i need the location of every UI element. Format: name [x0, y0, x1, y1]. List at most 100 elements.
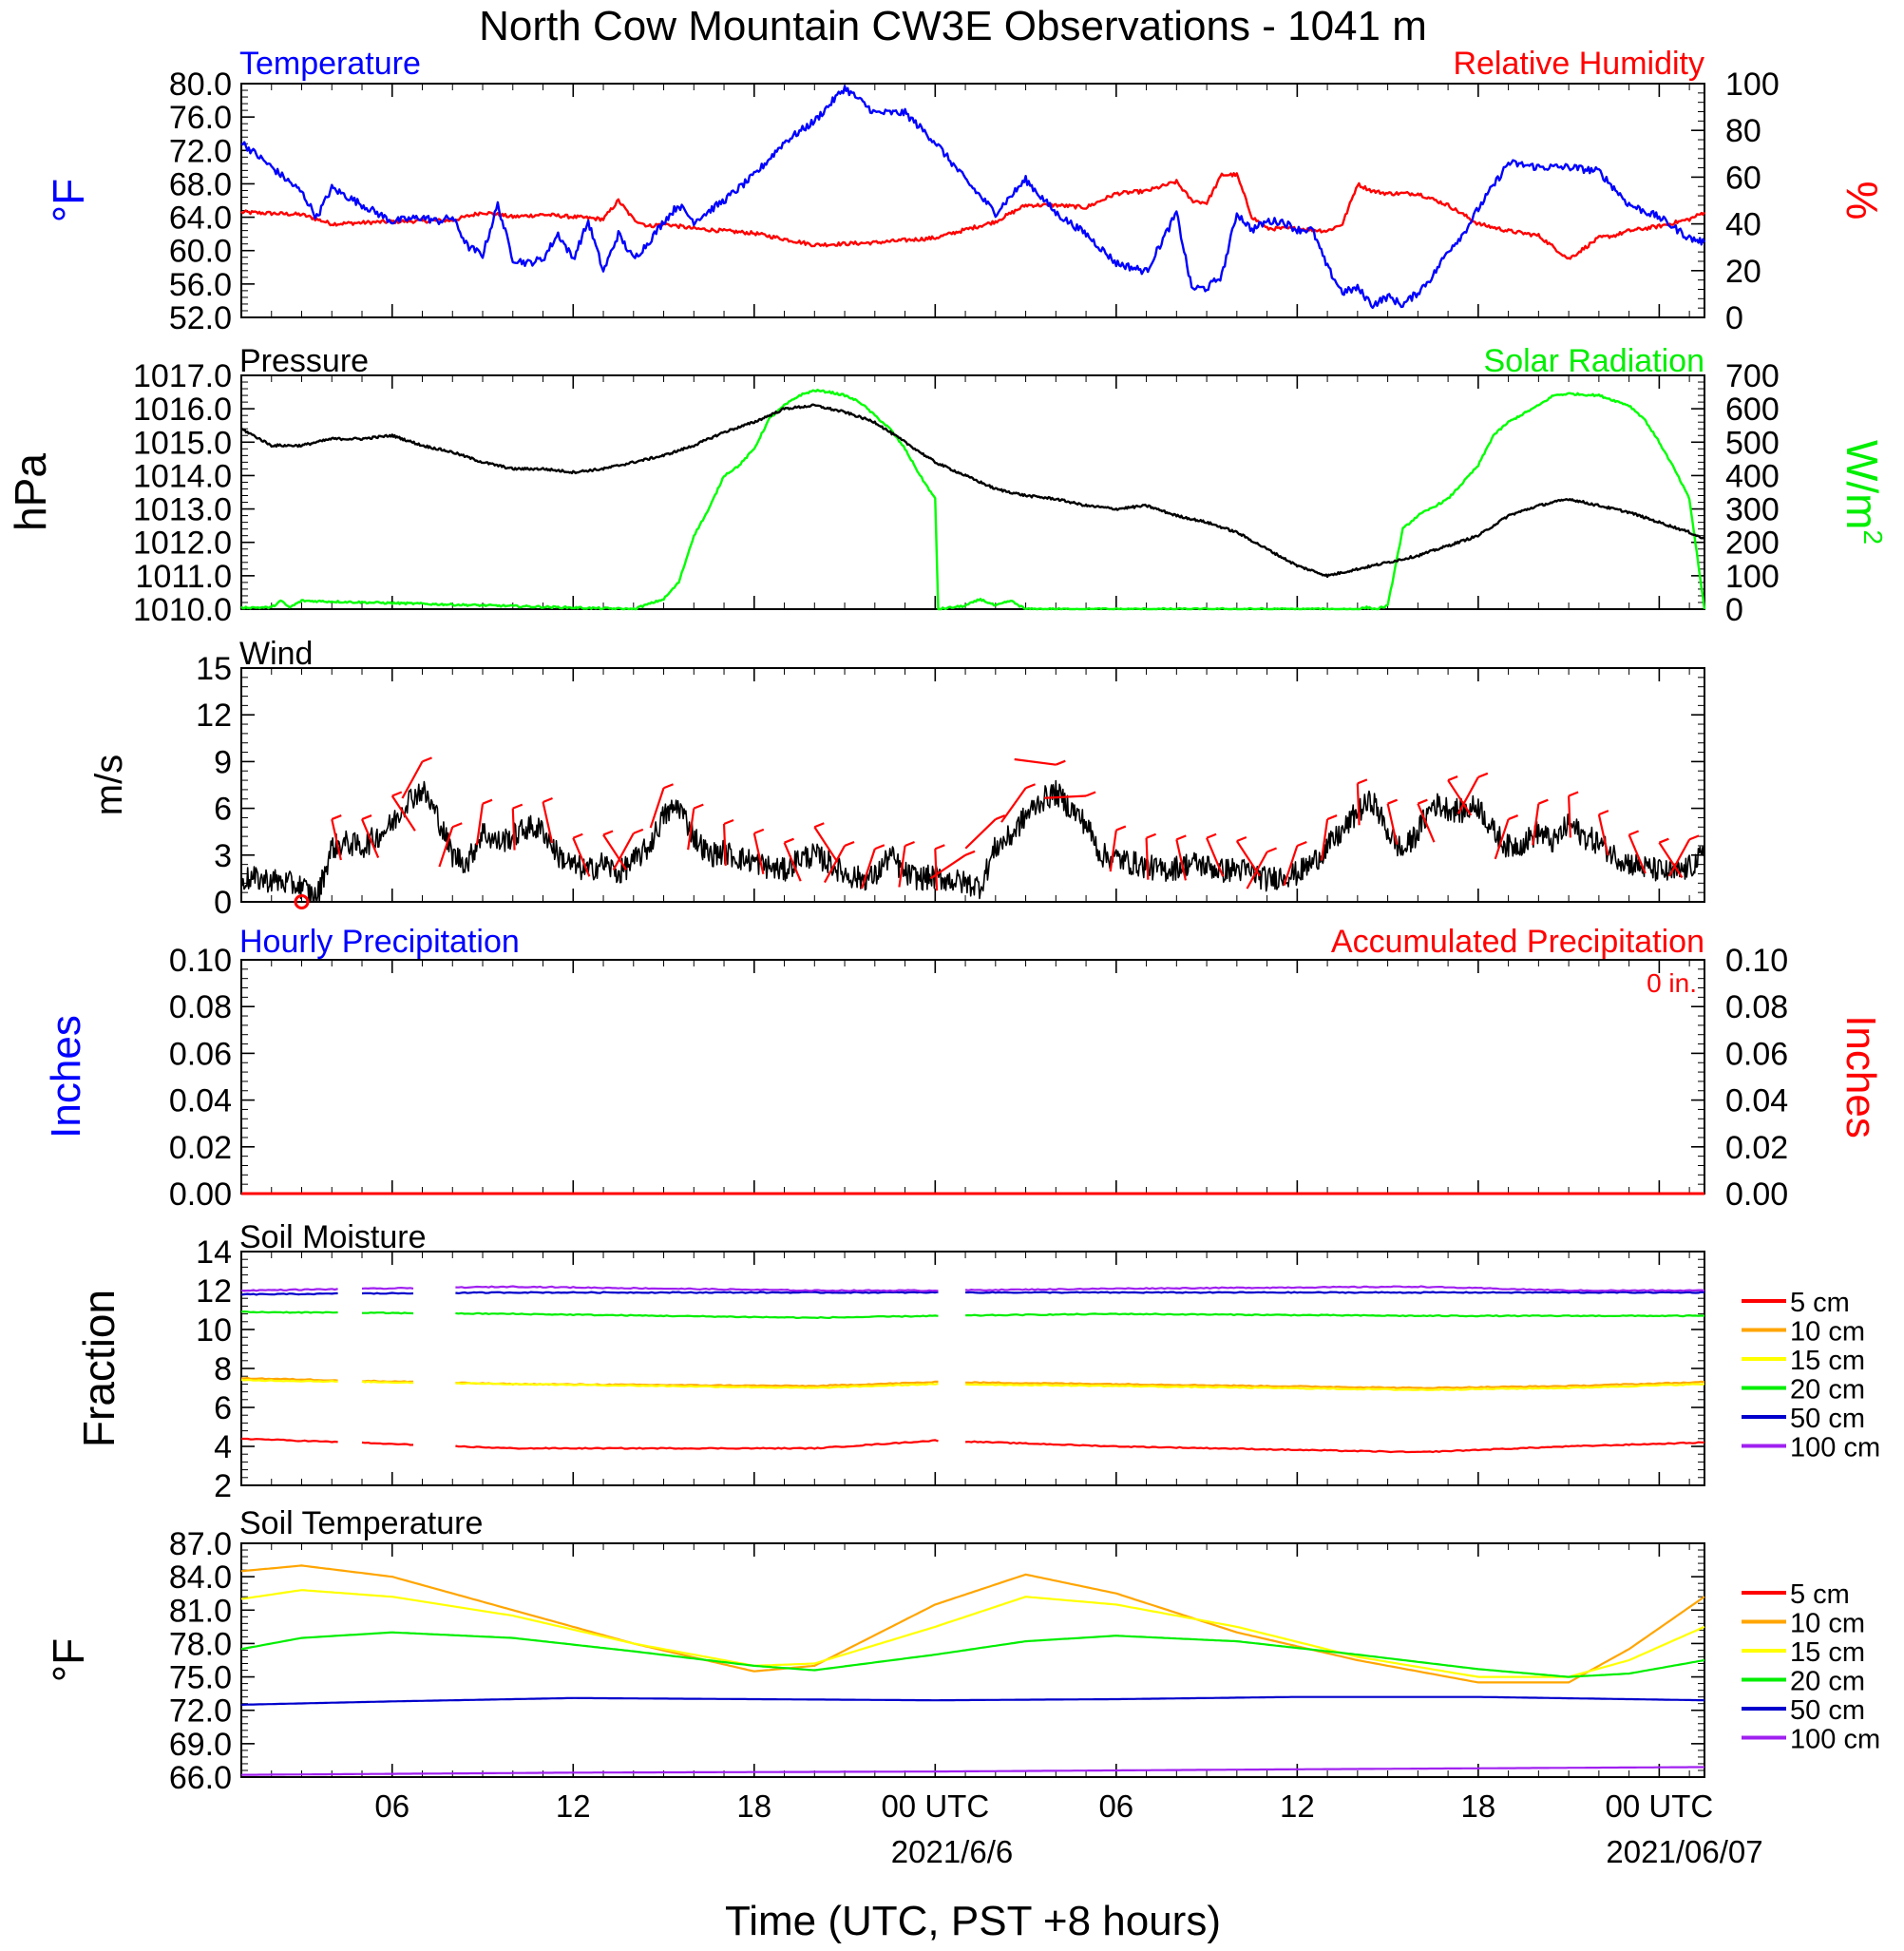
wind-barb: [1494, 818, 1510, 860]
y-tick-label: 3: [214, 838, 232, 874]
y-tick-label: 76.0: [169, 100, 232, 136]
y-tick-label: 80.0: [169, 67, 232, 103]
x-ticks: [240, 1542, 1704, 1778]
wind-barb: [390, 794, 416, 832]
wind-barb-flag: [1146, 832, 1156, 839]
soil-moisture-title: Soil Moisture: [239, 1219, 427, 1255]
wind-barb: [1246, 851, 1268, 889]
accum-precip-axis-label: Inches: [1837, 1015, 1884, 1138]
temperature-panel-title: Temperature: [239, 46, 421, 82]
soil-moisture-line: [455, 1439, 939, 1450]
wind-barb-flag: [1115, 825, 1127, 832]
wind-barb: [331, 818, 342, 861]
temperature-y-ticks: 80.076.072.068.064.060.056.052.0: [169, 67, 255, 336]
wind-axis-label: m/s: [88, 755, 130, 815]
wind-barb: [360, 818, 380, 859]
y-tick-label: 72.0: [169, 1693, 232, 1730]
date-label-2: 2021/06/07: [1606, 1834, 1762, 1869]
panel-precipitation: Hourly Precipitation Accumulated Precipi…: [43, 924, 1884, 1213]
wind-barb: [1628, 834, 1647, 874]
accum-precip-total: 0 in.: [1647, 968, 1697, 998]
pressure-panel-title: Pressure: [239, 343, 369, 379]
y-tick-label: 4: [214, 1429, 232, 1465]
soil-moisture-line: [964, 1440, 1705, 1454]
y-tick-label: 40: [1725, 207, 1761, 243]
x-tick-labels: 06 12 18 00 UTC 06 12 18 00 UTC: [374, 1788, 1713, 1824]
y-tick-label: 0.02: [1725, 1130, 1788, 1166]
panel-temperature-humidity: Temperature Relative Humidity °F % 80.07…: [44, 46, 1887, 336]
y-tick-label: 1011.0: [136, 559, 232, 595]
wind-barb-flag: [1508, 814, 1519, 821]
temperature-humidity-series: [240, 85, 1706, 310]
y-tick-label: 0.04: [1725, 1083, 1788, 1119]
x-ticks: [240, 1251, 1704, 1486]
wind-barb: [1457, 776, 1479, 814]
legend-label: 50 cm: [1790, 1404, 1865, 1434]
soil-temperature-series: [240, 1564, 1705, 1776]
wind-barb-flag: [1055, 759, 1066, 766]
wind-barb: [572, 837, 591, 877]
soil-moisture-line: [240, 1291, 338, 1296]
wind-barb: [542, 801, 554, 844]
legend-label: 5 cm: [1790, 1288, 1850, 1318]
wind-barb-flag: [1658, 837, 1669, 844]
legend-label: 15 cm: [1790, 1637, 1865, 1668]
y-tick-label: 80: [1725, 113, 1761, 149]
wind-barb: [1283, 845, 1299, 887]
x-axis-label: Time (UTC, PST +8 hours): [725, 1898, 1221, 1944]
wind-barb: [898, 845, 906, 888]
wind-barb: [687, 808, 695, 851]
wind-barb-flag: [1326, 814, 1338, 821]
panel-frame: [240, 959, 1705, 1195]
solar-axis-unit-exponent: 2: [1858, 529, 1888, 545]
wind-barb: [1109, 830, 1117, 872]
wind-barb: [1668, 838, 1691, 877]
y-tick-label: 87.0: [169, 1526, 232, 1562]
wind-barb-flag: [1236, 836, 1247, 843]
y-tick-label: 81.0: [169, 1593, 232, 1629]
y-tick-label: 600: [1725, 392, 1780, 428]
wind-barb: [823, 845, 847, 884]
legend-label: 100 cm: [1790, 1433, 1880, 1463]
hourly-precip-axis-label: Inches: [43, 1015, 89, 1138]
wind-y-ticks: 15 12 9 6 3 0: [196, 651, 255, 921]
wind-barb-flag: [482, 798, 493, 805]
wind-barb-flag: [1598, 810, 1609, 816]
y-tick-label: 0: [1725, 592, 1743, 628]
solar-panel-title: Solar Radiation: [1484, 343, 1704, 379]
humidity-y-ticks: 100 80 60 40 20 0: [1691, 67, 1780, 336]
soil-moisture-axis-label: Fraction: [74, 1290, 124, 1447]
panel-wind: Wind m/s 15 12 9 6 3 0: [88, 636, 1705, 921]
temperature-line: [240, 85, 1706, 310]
wind-barb: [612, 832, 635, 870]
wind-barb: [1206, 837, 1225, 877]
soil-temperature-line: [240, 1695, 1705, 1706]
y-tick-label: 10: [196, 1312, 232, 1348]
wind-barb-flag: [813, 822, 825, 829]
wind-barb: [783, 842, 802, 882]
wind-barb: [1447, 779, 1473, 816]
wind-barb-flag: [1688, 834, 1700, 841]
date-label-1: 2021/6/6: [891, 1834, 1013, 1869]
wind-barb: [1175, 839, 1188, 881]
legend-label: 50 cm: [1790, 1695, 1865, 1726]
legend-label: 10 cm: [1790, 1317, 1865, 1348]
wind-barb-flag: [1357, 778, 1368, 785]
wind-barb-flag: [995, 814, 1006, 821]
wind-barb-flag: [1477, 772, 1489, 778]
soil-moisture-line: [361, 1291, 414, 1295]
x-tick-label: 00 UTC: [1606, 1788, 1714, 1824]
y-tick-label: 0: [1725, 300, 1743, 336]
y-tick-label: 0.06: [1725, 1036, 1788, 1072]
wind-barb-flag: [784, 837, 794, 844]
wind-barb-flag: [844, 840, 855, 847]
legend-label: 20 cm: [1790, 1375, 1865, 1406]
soil-moisture-line: [361, 1287, 414, 1291]
y-tick-label: 15: [196, 651, 232, 687]
humidity-panel-title: Relative Humidity: [1453, 46, 1704, 82]
wind-barb-flag: [934, 844, 945, 851]
wind-barb-flag: [693, 803, 704, 810]
wind-barb: [1386, 803, 1399, 845]
